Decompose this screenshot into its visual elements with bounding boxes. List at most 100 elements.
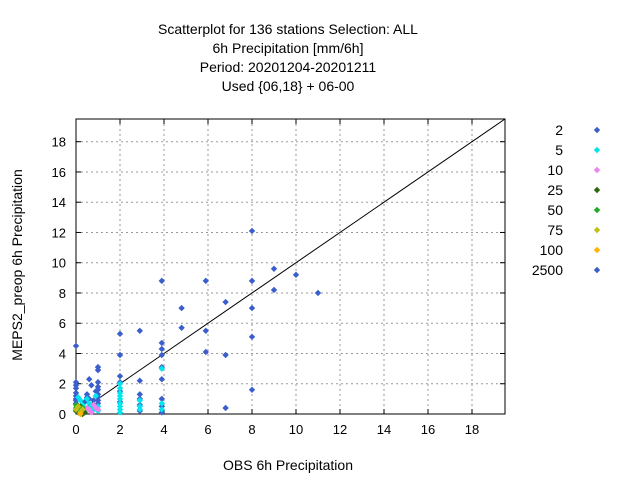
data-point	[88, 409, 95, 416]
y-tick-label: 18	[52, 135, 66, 150]
data-point	[178, 304, 185, 312]
y-tick-label: 10	[52, 256, 66, 271]
data-point	[178, 324, 185, 331]
y-tick-label: 2	[59, 377, 66, 392]
data-point	[158, 339, 165, 347]
data-point	[116, 351, 124, 359]
chart-title: Scatterplot for 136 stations Selection: …	[158, 21, 418, 94]
data-point	[158, 395, 165, 403]
y-tick-label: 0	[59, 407, 66, 422]
data-point	[158, 400, 165, 407]
x-tick-label: 16	[421, 422, 435, 437]
y-tick-label: 12	[52, 225, 66, 240]
data-point	[75, 403, 82, 410]
data-point	[92, 392, 99, 400]
data-point	[136, 327, 143, 334]
x-tick-label: 2	[116, 422, 123, 437]
legend-marker-75	[593, 226, 601, 234]
series-2	[72, 227, 322, 416]
legend-label-50: 50	[547, 202, 563, 218]
data-point	[158, 365, 165, 372]
data-point	[158, 351, 165, 359]
data-point	[116, 385, 124, 392]
legend-label-25: 25	[547, 182, 563, 198]
legend-label-2: 2	[555, 122, 563, 138]
y-tick-label: 4	[59, 346, 66, 361]
data-point	[72, 385, 80, 392]
legend-label-75: 75	[547, 222, 563, 238]
diagonal-line	[75, 118, 506, 415]
data-point	[158, 406, 165, 413]
data-point	[222, 298, 229, 306]
x-tick-label: 14	[377, 422, 391, 437]
data-point	[270, 286, 278, 294]
title-line-4: Used {06,18} + 06-00	[222, 78, 355, 94]
legend-label-2500: 2500	[532, 262, 563, 278]
x-tick-label: 8	[248, 422, 255, 437]
data-point	[116, 372, 124, 380]
data-point	[158, 345, 165, 353]
data-point	[158, 376, 165, 383]
one-to-one-line	[75, 118, 506, 415]
data-point	[83, 395, 91, 403]
data-point	[136, 406, 143, 413]
data-point	[86, 400, 93, 407]
x-tick-label: 12	[333, 422, 347, 437]
data-point	[222, 351, 229, 359]
data-point	[116, 380, 124, 387]
legend-marker-50	[593, 206, 601, 214]
x-tick-label: 4	[160, 422, 167, 437]
data-point	[77, 397, 84, 404]
plot-border	[75, 118, 506, 415]
data-point	[88, 382, 95, 389]
data-point	[72, 342, 80, 350]
data-point	[248, 304, 256, 312]
data-point	[94, 386, 102, 393]
data-points	[72, 227, 322, 418]
legend-label-10: 10	[547, 162, 563, 178]
series-100	[77, 410, 84, 418]
x-tick-label: 6	[204, 422, 211, 437]
legend-marker-100	[593, 246, 601, 254]
y-tick-label: 6	[59, 316, 66, 331]
legend-label-5: 5	[555, 142, 563, 158]
data-point	[90, 401, 97, 409]
data-point	[248, 333, 256, 341]
title-line-2: 6h Precipitation [mm/6h]	[213, 40, 364, 56]
data-point	[222, 404, 229, 412]
data-point	[116, 409, 124, 416]
data-point	[116, 395, 124, 403]
data-point	[136, 397, 143, 404]
data-point	[158, 277, 165, 285]
data-point	[94, 366, 102, 374]
y-axis-label: MEPS2_preop 6h Precipitation	[9, 169, 25, 360]
plot-frame	[75, 118, 506, 415]
data-point	[248, 227, 256, 235]
legend-marker-5	[593, 146, 601, 154]
data-point	[94, 406, 102, 413]
data-point	[94, 379, 102, 386]
title-line-3: Period: 20201204-20201211	[200, 59, 377, 75]
data-point	[314, 289, 322, 297]
title-line-1: Scatterplot for 136 stations Selection: …	[158, 21, 418, 37]
data-point	[83, 391, 91, 398]
data-point	[248, 386, 256, 393]
data-point	[136, 391, 143, 398]
legend-label-100: 100	[540, 242, 564, 258]
x-tick-label: 18	[465, 422, 479, 437]
data-point	[248, 277, 256, 285]
data-point	[270, 265, 278, 272]
data-point	[202, 327, 209, 334]
data-point	[86, 376, 93, 383]
data-point	[202, 348, 209, 356]
data-point	[202, 277, 209, 285]
legend-marker-2	[593, 126, 601, 134]
data-point	[116, 330, 124, 338]
x-tick-label: 0	[72, 422, 79, 437]
legend-marker-25	[593, 186, 601, 194]
data-point	[77, 410, 84, 418]
data-point	[90, 397, 97, 404]
x-axis-label: OBS 6h Precipitation	[223, 457, 353, 473]
